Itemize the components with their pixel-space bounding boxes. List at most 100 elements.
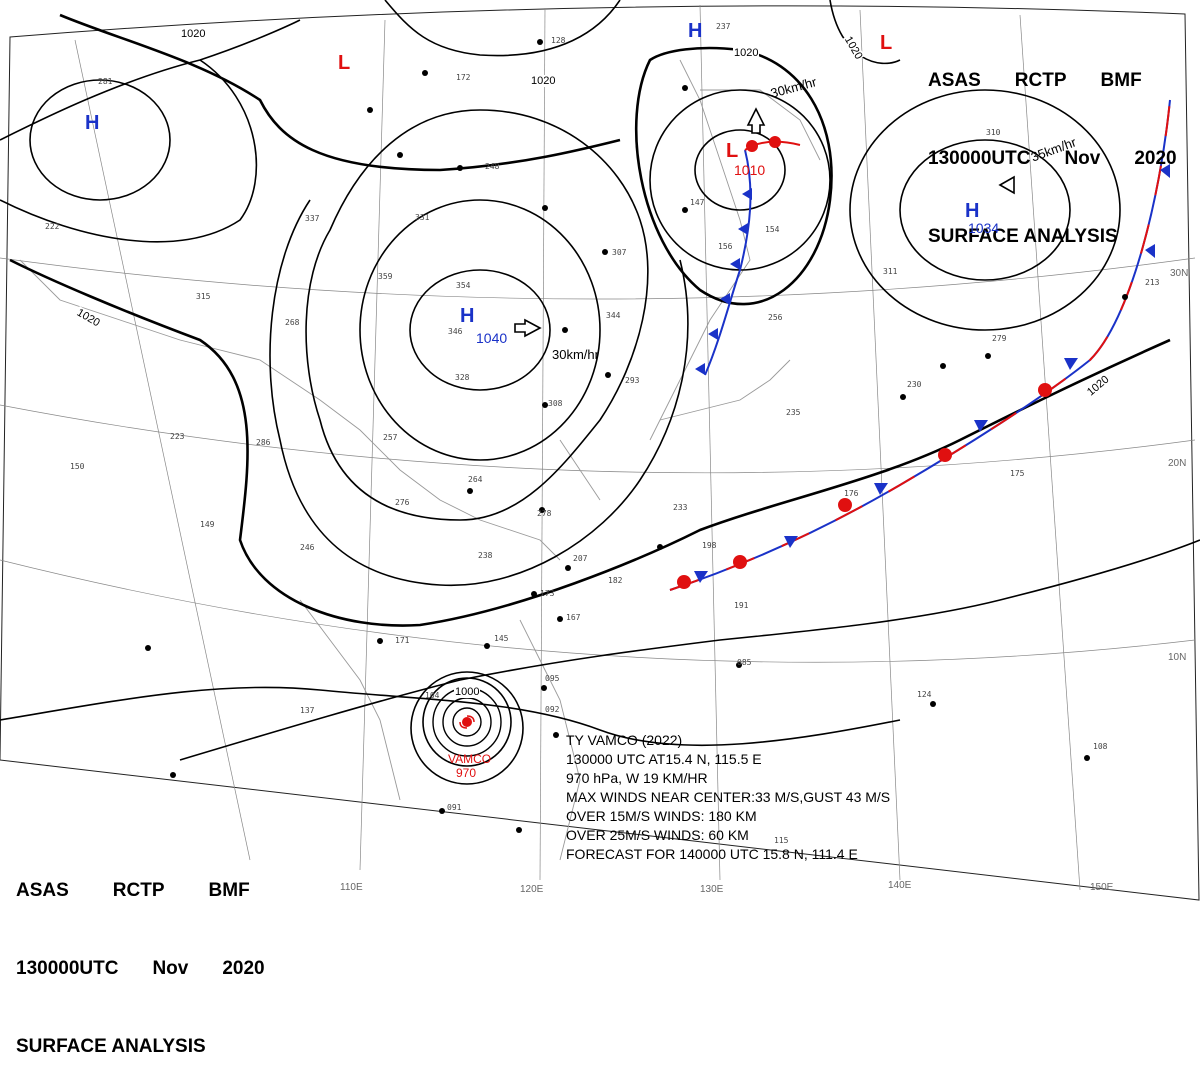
station-value: 124: [917, 690, 932, 699]
station-value: 246: [300, 543, 315, 552]
analysis-time: 130000UTC: [928, 148, 1031, 169]
station-code: RCTP: [1014, 70, 1067, 91]
station-value: 092: [545, 705, 560, 714]
station-value: 315: [196, 292, 211, 301]
product-code: BMF: [1100, 70, 1142, 91]
typhoon-info-line: OVER 25M/S WINDS: 60 KM: [566, 827, 749, 843]
lon-label: 130E: [700, 884, 724, 895]
high-center-pressure: 1034: [968, 220, 1000, 236]
station-value: 264: [468, 475, 483, 484]
station-value: 337: [305, 214, 320, 223]
weather-map: [0, 0, 1200, 901]
lon-label: 120E: [520, 884, 544, 895]
low-center-label: L: [726, 140, 739, 162]
typhoon-info-line: TY VAMCO (2022): [566, 732, 683, 748]
analysis-header-bottom: ASAS RCTP BMF 130000UTC Nov 2020 SURFACE ANA…: [16, 826, 265, 1086]
low-center-pressure: 1010: [734, 162, 766, 178]
station-value: 115: [774, 836, 789, 845]
station-value: 331: [415, 213, 430, 222]
station-value: 278: [537, 509, 552, 518]
map-boundary: [0, 5, 1200, 901]
station-value: 233: [673, 503, 688, 512]
lon-label: 140E: [888, 880, 912, 891]
station-value: 346: [448, 327, 463, 336]
front-markers: [677, 136, 1170, 589]
station-value: 235: [786, 408, 801, 417]
station-dots: [145, 39, 1128, 833]
lat-label: 20N: [1168, 458, 1187, 469]
station-value: 279: [992, 334, 1007, 343]
station-value: 344: [606, 311, 621, 320]
station-value: 213: [1145, 278, 1160, 287]
station-value: 147: [690, 198, 705, 207]
low-center-label: L: [338, 52, 351, 74]
agency-code: ASAS: [16, 880, 69, 901]
station-value: 222: [45, 222, 60, 231]
station-value: 238: [478, 551, 493, 560]
station-value: 256: [768, 313, 783, 322]
station-value: 175: [1010, 469, 1025, 478]
station-value: 085: [737, 658, 752, 667]
station-value: 191: [734, 601, 749, 610]
station-value: 173: [540, 589, 555, 598]
station-code: RCTP: [112, 880, 165, 901]
station-value: 149: [200, 520, 215, 529]
product-code: BMF: [208, 880, 250, 901]
isobar-label: 1020: [180, 28, 207, 40]
analysis-title: SURFACE ANALYSIS: [16, 1036, 206, 1057]
analysis-month: Nov: [1064, 148, 1101, 169]
typhoon-info: TY VAMCO (2022) 130000 UTC AT15.4 N, 115…: [566, 731, 890, 864]
station-value: 268: [285, 318, 300, 327]
graticule: [0, 4, 1196, 891]
station-value: 248: [485, 162, 500, 171]
typhoon-info-line: 130000 UTC AT15.4 N, 115.5 E: [566, 751, 762, 767]
station-value: 172: [456, 73, 471, 82]
typhoon-name: VAMCO: [448, 752, 492, 766]
isobar-label: 1000: [454, 686, 481, 698]
station-value: 359: [378, 272, 393, 281]
station-value: 137: [300, 706, 315, 715]
station-value: 091: [447, 803, 462, 812]
high-center-label: H: [460, 305, 475, 327]
analysis-time: 130000UTC: [16, 958, 119, 979]
isobar-label: 1020: [733, 47, 760, 59]
typhoon-symbol: [459, 715, 475, 729]
station-value: 293: [625, 376, 640, 385]
station-value: 108: [1093, 742, 1108, 751]
analysis-title: SURFACE ANALYSIS: [928, 226, 1118, 247]
station-value: 128: [551, 36, 566, 45]
station-value: 223: [170, 432, 185, 441]
station-value: 354: [456, 281, 471, 290]
station-value: 237: [716, 22, 731, 31]
agency-code: ASAS: [928, 70, 981, 91]
station-value: 167: [566, 613, 581, 622]
analysis-header-top: ASAS RCTP BMF 130000UTC Nov 2020 SURFACE ANA…: [928, 16, 1177, 276]
high-center-label: H: [688, 20, 703, 42]
station-value: 171: [395, 636, 410, 645]
isobar-label: 1020: [530, 75, 557, 87]
high-center-pressure: 1040: [476, 330, 508, 346]
typhoon-pressure: 970: [456, 766, 477, 780]
station-value: 154: [765, 225, 780, 234]
station-value: 095: [545, 674, 560, 683]
station-value: 307: [612, 248, 627, 257]
station-value: 198: [702, 541, 717, 550]
station-value: 311: [883, 267, 898, 276]
high-motion-speed: 30km/hr: [552, 347, 599, 362]
low-center-label: L: [880, 32, 893, 54]
high-center-label: H: [965, 200, 980, 222]
analysis-year: 2020: [222, 958, 265, 979]
isobars: [0, 0, 1200, 785]
lon-label: 150E: [1090, 882, 1114, 893]
typhoon-info-line: FORECAST FOR 140000 UTC 15.8 N, 111.4 E: [566, 846, 858, 862]
station-value: 310: [986, 128, 1001, 137]
station-value: 207: [573, 554, 588, 563]
high-center-label: H: [85, 112, 100, 134]
station-value: 150: [70, 462, 85, 471]
typhoon-info-line: 970 hPa, W 19 KM/HR: [566, 770, 708, 786]
station-value: 286: [256, 438, 271, 447]
analysis-month: Nov: [152, 958, 189, 979]
lon-label: 110E: [340, 882, 363, 893]
station-value: 257: [383, 433, 398, 442]
motion-arrows: [514, 107, 1015, 338]
